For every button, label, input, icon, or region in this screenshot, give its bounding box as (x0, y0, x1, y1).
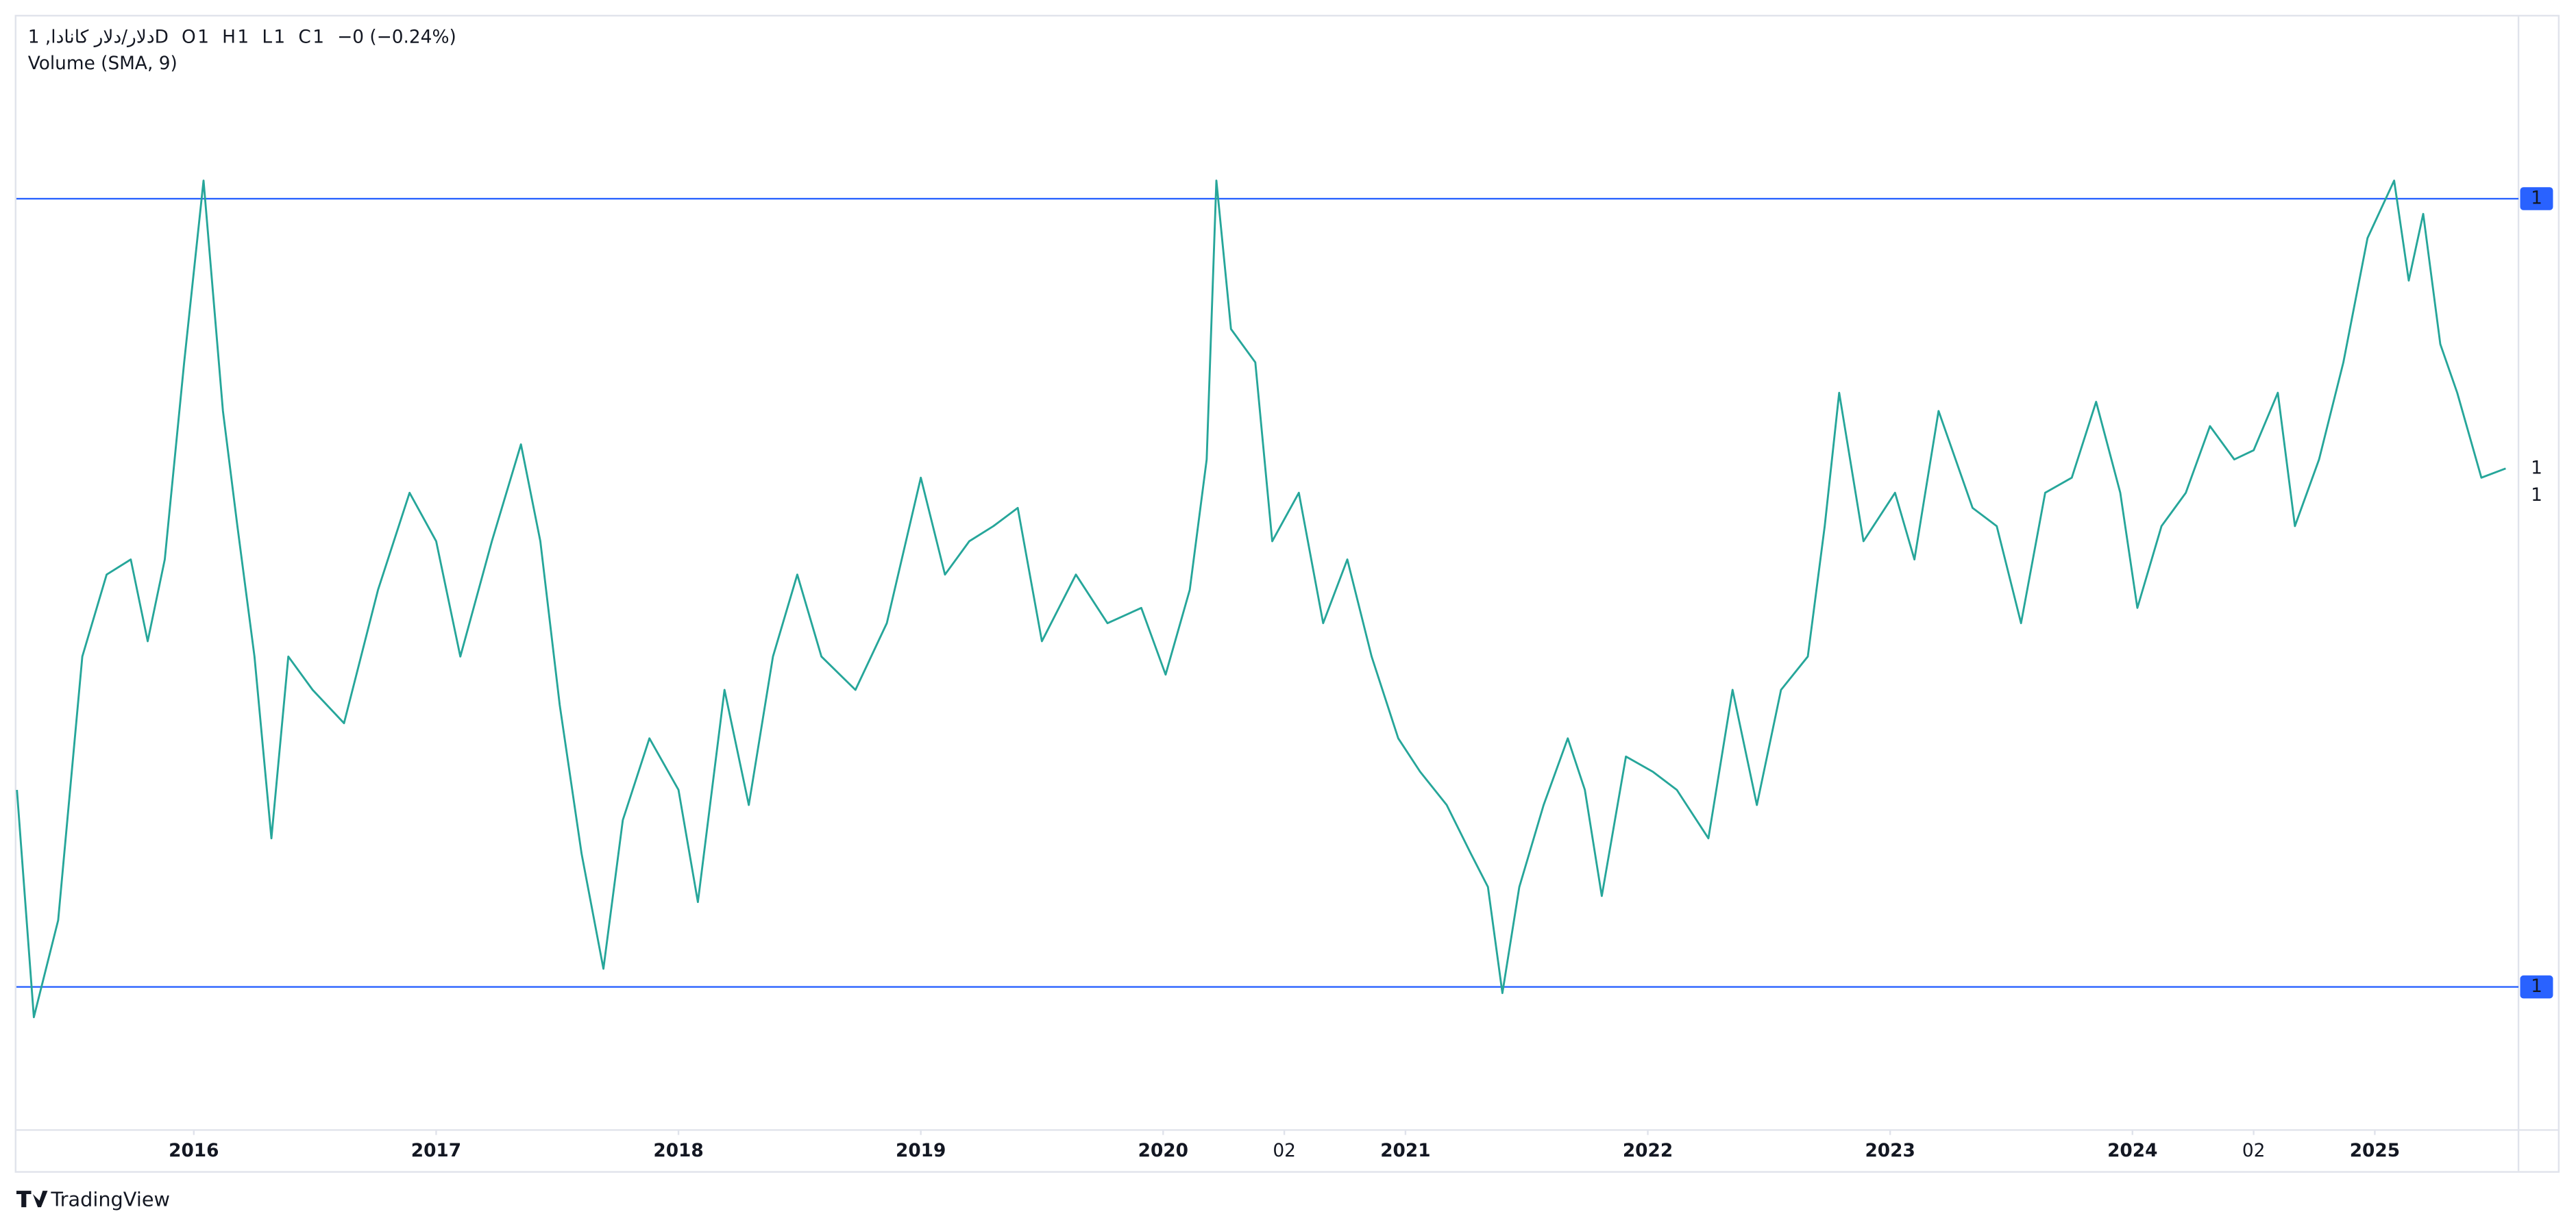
indicator: Volume (SMA, 9) (28, 53, 177, 74)
symbol: دلار/دلار کانادا, 1D (28, 27, 169, 48)
frame (14, 14, 2560, 1173)
x-tick-label: 2016 (169, 1141, 219, 1161)
ohlc-label: O (182, 27, 196, 48)
ohlc-label: C (298, 27, 310, 48)
brand: TradingView (50, 1188, 170, 1211)
price-line (16, 179, 2506, 1019)
ohlc: O 1 H 1 L 1 C 1 −0 (−0.24%) (182, 27, 456, 48)
price-tag-label: 1 (2531, 976, 2542, 997)
price-tag (2520, 187, 2553, 210)
x-tick-label: 2018 (653, 1141, 703, 1161)
x-tick-label: 2022 (1623, 1141, 1673, 1161)
x-tick-label: 02 (1273, 1141, 1296, 1161)
x-tick-label: 2017 (411, 1141, 461, 1161)
ohlc-value: 1 (237, 27, 249, 48)
x-tick-label: 2023 (1865, 1141, 1915, 1161)
ohlc-value: 1 (197, 27, 209, 48)
change: −0 (−0.24%) (337, 27, 456, 48)
x-tick-label: 2021 (1380, 1141, 1430, 1161)
x-tick-label: 2019 (896, 1141, 946, 1161)
x-tick-label: 2024 (2107, 1141, 2157, 1161)
price-tag (2520, 975, 2553, 999)
x-tick-label: 2020 (1138, 1141, 1188, 1161)
x-tick-label: 02 (2242, 1141, 2266, 1161)
price-label: 1 (2531, 485, 2542, 506)
price-tag-label: 1 (2531, 188, 2542, 209)
ohlc-label: L (262, 27, 272, 48)
ohlc-label: H (222, 27, 236, 48)
logo (16, 1191, 48, 1208)
ohlc-value: 1 (312, 27, 324, 48)
price-label: 1 (2531, 458, 2542, 478)
ohlc-value: 1 (273, 27, 285, 48)
x-tick-label: 2025 (2350, 1141, 2400, 1161)
